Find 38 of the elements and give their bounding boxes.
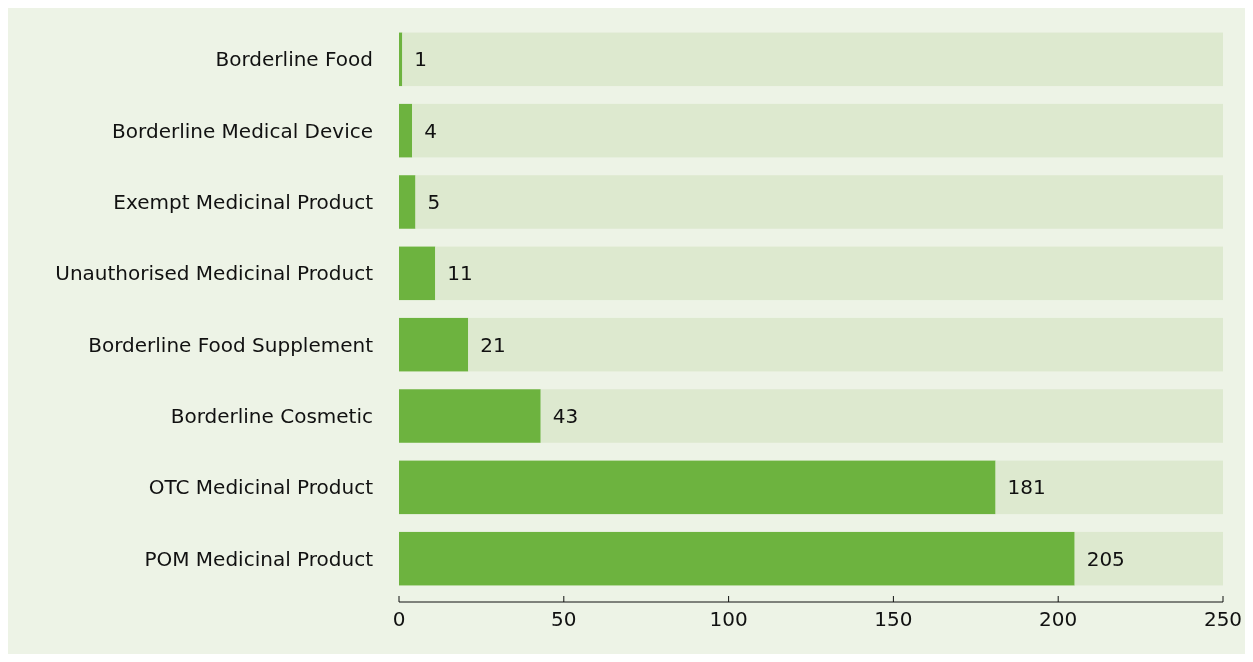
bar: [399, 32, 403, 87]
data-label: 43: [552, 404, 579, 429]
bar: [399, 460, 996, 515]
data-label: 5: [427, 189, 441, 214]
x-tick-label: 0: [392, 607, 406, 631]
data-label: 21: [480, 332, 506, 357]
x-tick-label: 150: [874, 607, 913, 631]
bar: [1074, 531, 1223, 586]
x-tick-label: 50: [551, 607, 577, 631]
bar: [399, 389, 541, 443]
y-tick-label: Unauthorised Medicinal Product: [55, 261, 374, 286]
bar: [399, 246, 436, 301]
data-label: 1: [414, 47, 428, 72]
bar: [399, 531, 1075, 586]
bar: [399, 175, 416, 229]
bar: [540, 389, 1223, 443]
bar: [415, 175, 1223, 229]
x-tick-label: 100: [709, 607, 748, 631]
y-tick-label: Borderline Medical Device: [112, 118, 373, 143]
bar: [399, 103, 413, 158]
data-label: 205: [1086, 546, 1125, 571]
x-tick-label: 250: [1203, 607, 1243, 631]
bar: [412, 103, 1223, 158]
bar: [402, 32, 1223, 87]
data-label: 181: [1007, 475, 1046, 500]
x-tick-label: 200: [1039, 607, 1078, 631]
y-tick-label: POM Medicinal Product: [144, 546, 374, 571]
bar: [399, 317, 469, 372]
bar: [468, 317, 1223, 372]
y-tick-label: Exempt Medicinal Product: [113, 189, 374, 214]
y-tick-label: OTC Medicinal Product: [148, 475, 374, 500]
data-label: 11: [447, 261, 473, 286]
y-tick-label: Borderline Cosmetic: [170, 404, 373, 429]
bar: [995, 460, 1223, 515]
y-tick-label: Borderline Food Supplement: [88, 332, 374, 357]
y-tick-label: Borderline Food: [215, 47, 373, 72]
data-label: 4: [424, 118, 437, 143]
bar: [435, 246, 1223, 301]
